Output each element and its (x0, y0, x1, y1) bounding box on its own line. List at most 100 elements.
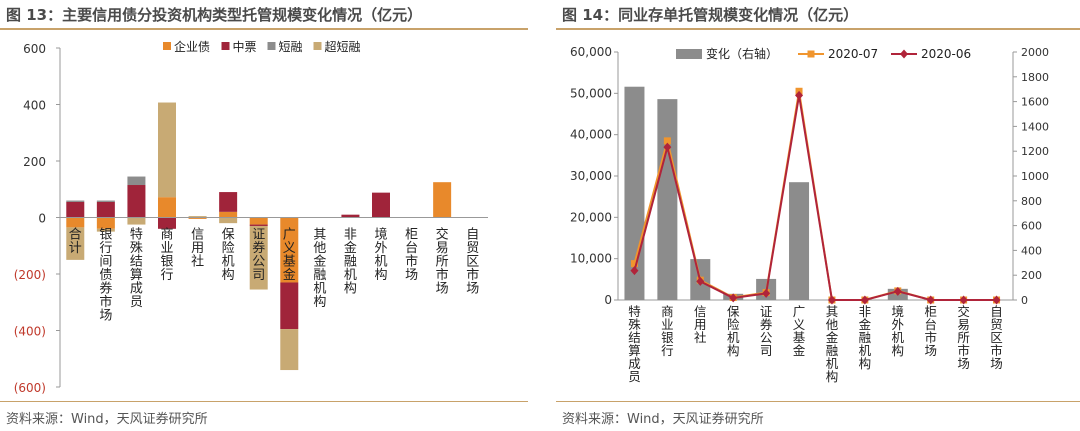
y-tick-label: 200 (23, 155, 46, 169)
x-category-label: 商业银行 (160, 228, 173, 284)
left-y-tick-label: 50,000 (570, 86, 612, 100)
right-y-tick-label: 200 (1021, 269, 1042, 282)
bar-change (789, 182, 810, 300)
bar-segment (127, 217, 146, 225)
bar-segment (158, 217, 176, 229)
right-y-tick-label: 1400 (1021, 120, 1049, 133)
bar-segment (341, 214, 360, 218)
x-category-label: 广义基金 (283, 228, 296, 284)
bar-segment (66, 201, 85, 218)
x-category-label: 非金融机构 (344, 228, 357, 297)
x-category-label: 柜台市场 (405, 228, 418, 284)
y-tick-label: 400 (23, 99, 46, 113)
left-y-tick-label: 30,000 (570, 169, 612, 183)
line-point-diamond (762, 288, 771, 298)
bar-segment (127, 185, 146, 218)
x-category-label: 银行间债券市场 (99, 228, 112, 324)
line-point-diamond (663, 142, 672, 152)
line-point-diamond (992, 295, 1001, 305)
right-y-tick-label: 1800 (1021, 71, 1049, 84)
right-y-tick-label: 1200 (1021, 145, 1049, 158)
bar-segment (158, 197, 176, 218)
line-point-diamond (696, 276, 705, 286)
line-point-diamond (630, 266, 639, 276)
left-figure-title: 图 13：主要信用债分投资机构类型托管规模变化情况（亿元） (6, 6, 423, 24)
left-y-tick-label: 40,000 (570, 128, 612, 142)
bar-segment (433, 182, 452, 218)
left-y-tick-label: 60,000 (570, 45, 612, 59)
bar-segment (249, 217, 268, 225)
bar-segment (280, 217, 299, 283)
x-category-label: 柜台市场 (924, 304, 937, 358)
bar-segment (66, 227, 85, 260)
left-stacked-bar-chart: 600 400 200 0 (200) (400) (600) 合计 银行间债券市场 特殊结算成员… (14, 39, 488, 395)
bar-segment (66, 200, 85, 202)
bar-segment (158, 102, 176, 198)
legend-swatch (267, 42, 276, 50)
right-y-tick-label: 400 (1021, 244, 1042, 257)
left-y-tick-label: 20,000 (570, 210, 612, 224)
bar-change (657, 99, 678, 301)
legend-marker-diamond (900, 49, 908, 59)
x-category-label: 交易所市场 (957, 304, 970, 371)
bar-segment (127, 176, 146, 186)
bar-segment (280, 282, 299, 330)
line-point-diamond (959, 295, 968, 305)
x-category-label: 商业银行 (661, 304, 674, 358)
x-category-label: 交易所市场 (436, 227, 449, 297)
left-title-rule (0, 28, 528, 30)
bar-segment (188, 216, 207, 218)
right-y-tick-label: 2000 (1021, 46, 1049, 59)
x-category-label: 信用社 (694, 304, 707, 345)
right-figure-title: 图 14：同业存单托管规模变化情况（亿元） (562, 6, 859, 24)
bar-segment (188, 217, 207, 219)
right-figure-panel: 图 14：同业存单托管规模变化情况（亿元） 0 10,000 20,000 30,00… (556, 0, 1080, 431)
x-category-label: 境外机构 (374, 228, 387, 284)
left-y-tick-label: 0 (604, 293, 612, 307)
bar-segment (96, 217, 115, 229)
line-point-diamond (926, 295, 935, 305)
right-y-tick-label: 0 (1021, 294, 1028, 307)
left-figure-panel: 图 13：主要信用债分投资机构类型托管规模变化情况（亿元） 600 400 200 0… (0, 0, 528, 431)
x-category-label: 证券公司 (252, 228, 265, 284)
y-tick-label: (600) (14, 381, 46, 395)
right-source-rule (556, 401, 1080, 402)
legend-label: 中票 (233, 39, 257, 54)
legend-label: 2020-07 (828, 47, 878, 61)
bar-segment (249, 225, 268, 290)
legend-swatch-bar (676, 49, 702, 59)
y-tick-label: 0 (38, 212, 46, 226)
x-category-label: 境外机构 (892, 304, 905, 358)
right-y-tick-label: 1600 (1021, 96, 1049, 109)
x-category-label: 保险机构 (222, 228, 235, 284)
legend-label: 2020-06 (921, 47, 971, 61)
x-category-label: 合计 (69, 228, 82, 257)
right-title-rule (556, 28, 1080, 30)
legend-label: 变化（右轴） (706, 46, 778, 61)
bar-segment (372, 192, 390, 218)
legend-label: 短融 (279, 40, 303, 54)
x-category-label: 信用社 (191, 228, 204, 270)
line-point-square (630, 260, 638, 268)
right-y-tick-label: 600 (1021, 220, 1042, 233)
bar-segment (66, 217, 85, 228)
x-category-label: 其他金融机构 (313, 228, 326, 311)
legend-swatch (221, 42, 230, 50)
y-tick-label: (400) (14, 325, 46, 339)
x-category-label: 其他金融机构 (826, 304, 839, 384)
bar-segment (96, 201, 115, 218)
legend-swatch (313, 42, 322, 50)
right-bar-line-chart: 0 10,000 20,000 30,000 40,000 50,000 60,000 0 20… (570, 45, 1049, 384)
bar-segment (219, 211, 238, 218)
x-category-label: 自贸区市场 (990, 304, 1003, 371)
x-category-label: 广义基金 (793, 304, 806, 358)
bar-segment (219, 217, 238, 224)
x-category-label: 特殊结算成员 (628, 304, 641, 384)
line-point-diamond (860, 295, 869, 305)
x-category-label: 特殊结算成员 (130, 228, 143, 311)
y-tick-label: 600 (23, 42, 46, 56)
right-source-note: 资料来源：Wind，天风证券研究所 (562, 412, 764, 427)
bar-segment (280, 329, 299, 371)
bar-segment (96, 228, 115, 232)
right-y-tick-label: 1000 (1021, 170, 1049, 183)
